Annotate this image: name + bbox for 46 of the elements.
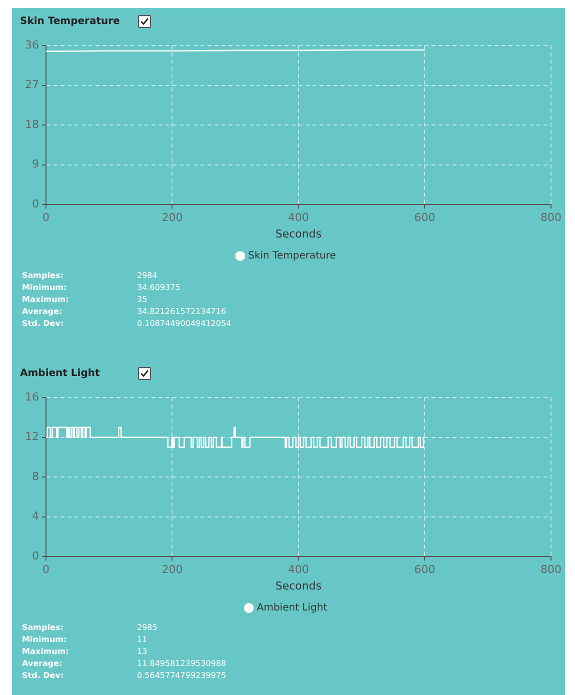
text: Std. Dev: (22, 671, 65, 680)
y-tick-label: 0 (32, 549, 39, 562)
text: 0.5645774799239975 (137, 671, 228, 680)
x-tick-label: 400 (288, 563, 309, 576)
text: 34.609375 (137, 283, 182, 292)
chart-title: Skin Temperature (20, 16, 120, 27)
x-axis-title: Seconds (275, 579, 322, 592)
text: 2985 (137, 623, 158, 632)
y-tick-label: 0 (32, 197, 39, 210)
legend-label: Skin Temperature (248, 250, 336, 262)
x-tick-label: 200 (162, 211, 183, 224)
y-tick-label: 4 (32, 510, 39, 523)
x-tick-label: 600 (414, 563, 436, 576)
chart-title: Ambient Light (20, 368, 100, 379)
x-tick-label: 200 (162, 563, 183, 576)
x-tick-label: 800 (540, 563, 562, 576)
x-tick-label: 0 (42, 211, 50, 224)
y-tick-label: 9 (32, 158, 39, 171)
text: Minimum: (22, 283, 68, 292)
text: Minimum: (22, 635, 68, 644)
text: Samples: (22, 271, 64, 280)
text: Average: (22, 659, 64, 668)
x-tick-label: 400 (288, 211, 309, 224)
text: Maximum: (22, 647, 70, 656)
text: 0.10874490049412054 (137, 319, 232, 328)
text: 34.821261572134716 (137, 307, 228, 316)
x-tick-label: 600 (414, 211, 436, 224)
text: Average: (22, 307, 64, 316)
y-tick-label: 16 (24, 390, 39, 404)
y-tick-label: 18 (24, 118, 39, 131)
legend-label: Ambient Light (256, 602, 328, 614)
text: 2984 (137, 271, 158, 280)
x-tick-label: 0 (42, 563, 50, 576)
text: 11.849581239530988 (137, 659, 228, 668)
text: 13 (137, 647, 148, 656)
y-tick-label: 27 (24, 78, 39, 92)
text: Maximum: (22, 295, 70, 304)
text: 35 (137, 295, 148, 304)
text: Std. Dev: (22, 319, 65, 328)
y-tick-label: 12 (24, 430, 39, 444)
text: 11 (137, 635, 148, 644)
x-axis-title: Seconds (275, 227, 322, 240)
text: Samples: (22, 623, 64, 632)
y-tick-label: 36 (24, 38, 39, 52)
y-tick-label: 8 (32, 470, 39, 483)
x-tick-label: 800 (540, 211, 562, 224)
